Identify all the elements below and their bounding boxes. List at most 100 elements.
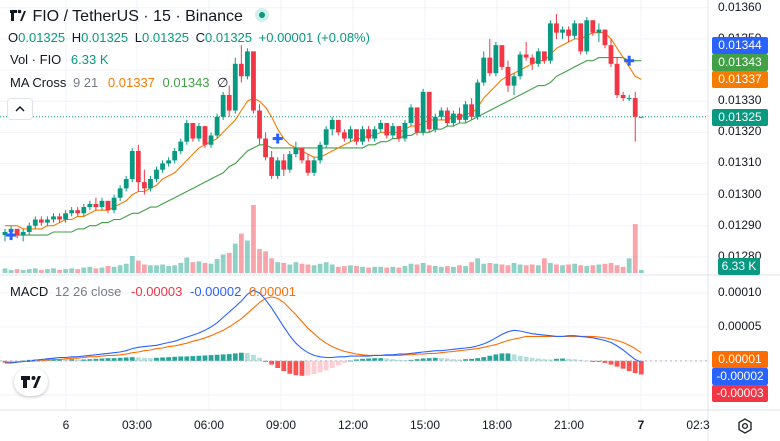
volume-bar [311,265,317,273]
candle-body [166,160,172,164]
macd-signal-line [5,296,642,363]
macd-histogram-bar [632,360,638,374]
volume-bar [535,265,541,273]
candle-body [354,129,359,142]
symbol-title[interactable]: FIO / TetherUS · 15 · Binance [32,8,243,25]
volume-bar [220,254,226,273]
candle [123,175,129,192]
macd-histogram-bar [438,358,444,361]
volume-bar [341,266,347,273]
macd-histogram-bar [75,359,81,361]
candle [360,126,365,145]
time-tick-label: 12:00 [337,418,369,432]
macd-histogram-bar [69,359,75,361]
volume-bar [335,266,341,273]
candle [129,147,135,183]
ma-label: MA Cross [10,75,67,90]
volume-bar [269,258,275,273]
macd-histogram-bar [178,356,184,361]
volume-bar [638,269,644,273]
candle [390,122,396,139]
candle-body [402,122,408,139]
cross-v [276,133,280,144]
macd-histogram-bar [578,359,584,361]
macd-histogram-bar [238,352,244,361]
candle-body [566,29,571,36]
candle-body [178,141,184,152]
volume-bar [323,262,329,273]
macd-line-value: -0.00002 [189,284,242,299]
candle [566,26,571,43]
candle [499,45,505,71]
ohlc-legend: O0.01325 H0.01325 L0.01325 C0.01325 +0.0… [8,30,370,45]
time-tick-label: 09:00 [265,418,297,432]
volume-bar [360,266,365,273]
volume-bar [51,268,56,273]
volume-bar [384,267,390,273]
candle [57,213,62,223]
ma-cross-legend[interactable]: MA Cross 9 21 0.01337 0.01343 ∅ [10,75,228,91]
candle [117,185,123,201]
volume-bar [438,266,444,273]
candle-body [554,23,559,33]
collapse-legend-button[interactable] [7,98,33,120]
candle-body [51,216,56,220]
candle-body [45,219,50,223]
macd-histogram-bar [323,360,329,371]
candle-body [499,45,505,67]
candle-body [541,51,547,61]
candle [32,216,38,229]
volume-bar [305,264,311,273]
candle-body [384,122,390,136]
candle [190,122,196,142]
candle [335,119,341,136]
macd-histogram-bar [390,359,396,361]
tradingview-watermark-logo[interactable] [14,368,48,396]
candle-body [408,107,414,123]
volume-bars [2,205,644,273]
candle-body [214,116,220,136]
macd-histogram-bar [275,360,281,368]
gear-icon[interactable] [736,417,754,435]
volume-bar [523,265,529,273]
candle [220,91,226,120]
volume-label: Vol · FIO [10,52,62,67]
candle [384,122,390,139]
hidden-eye-icon[interactable]: ∅ [217,75,229,90]
candle-body [93,203,99,208]
candle-body [457,113,462,120]
ma-slow-value: 0.01343 [162,75,210,90]
macd-histogram-bar [626,360,632,372]
macd-histogram-bar [63,359,68,361]
candle [548,20,553,64]
candle-body [148,179,153,189]
macd-histogram-bar [93,358,99,361]
macd-histogram-bar [154,357,159,361]
candle [93,197,99,211]
candle-body [493,45,499,74]
candle-body [335,119,341,133]
macd-histogram-bar [408,359,414,361]
macd-histogram-bar [402,360,408,362]
macd-histogram-bar [123,357,129,361]
macd-histogram-bar [360,358,365,361]
volume-bar [372,266,378,273]
ma-fast-value: 0.01337 [107,75,155,90]
macd-histogram-bar [14,360,20,362]
candle-body [141,182,147,189]
macd-hist-value: -0.00003 [131,284,183,299]
volume-bar [99,267,105,273]
price-tick-label: 0.01360 [718,0,762,14]
volume-bar [560,265,565,273]
candle-body [396,126,402,139]
volume-bar [178,262,184,273]
volume-legend[interactable]: Vol · FIO 6.33 K [10,52,109,67]
macd-histogram-bar [511,354,517,361]
candle-body [390,126,396,136]
open-value: 0.01325 [18,30,66,45]
candle [554,14,559,39]
volume-bar [160,264,165,273]
macd-legend[interactable]: MACD 12 26 close -0.00003 -0.00002 0.000… [10,284,296,299]
